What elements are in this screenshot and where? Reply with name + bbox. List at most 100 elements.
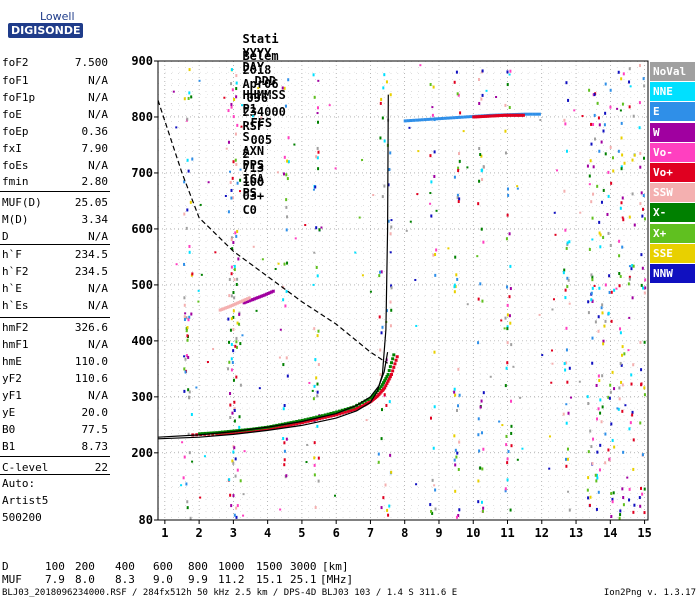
param-row: fxI 7.90: [2, 143, 108, 156]
x-trace-point: [295, 419, 299, 423]
echo-dot: [312, 283, 315, 286]
echo-dot: [579, 211, 582, 214]
echo-dot: [596, 450, 599, 454]
echo-dot: [507, 450, 510, 454]
spread-trace-pink-point: [247, 296, 251, 300]
logo-digisonde: DIGISONDE: [8, 23, 84, 38]
x-trace-point: [203, 431, 207, 435]
footer-version: Ion2Png v. 1.3.17: [603, 588, 696, 598]
echo-dot: [591, 238, 594, 241]
echo-dot: [199, 203, 202, 206]
echo-dot: [591, 278, 594, 282]
echo-dot: [416, 193, 419, 196]
echo-dot: [186, 326, 189, 330]
o-trace-point: [390, 372, 394, 376]
echo-dot: [232, 328, 235, 332]
echo-dot: [453, 387, 456, 391]
echo-dot: [283, 155, 286, 159]
echo-dot: [620, 77, 623, 81]
echo-dot: [638, 64, 641, 68]
param-row: h`Es N/A: [2, 300, 108, 313]
echo-dot: [512, 365, 515, 368]
auto-program: Artist5: [2, 494, 49, 507]
echo-dot: [594, 320, 597, 324]
echo-dot: [453, 80, 456, 84]
spread-trace-pink-point: [244, 297, 248, 301]
echo-dot: [429, 192, 432, 195]
echo-dot: [455, 273, 458, 277]
x-tick-label: 14: [603, 526, 617, 540]
echo-dot: [230, 82, 233, 86]
echo-dot: [589, 495, 592, 499]
high-echo-red-point: [479, 115, 483, 119]
echo-dot: [379, 101, 382, 105]
param-name: D: [2, 230, 9, 243]
x-trace-point: [388, 365, 392, 369]
echo-dot: [190, 412, 193, 416]
echo-dot: [550, 381, 553, 384]
echo-dot: [187, 355, 190, 359]
echo-dot: [598, 468, 601, 472]
echo-dot: [183, 367, 186, 371]
high-echo-trace-point: [529, 112, 533, 116]
echo-dot: [632, 467, 635, 471]
echo-dot: [620, 363, 623, 367]
echo-dot: [568, 240, 571, 244]
echo-dot: [214, 251, 217, 254]
echo-dot: [191, 157, 194, 161]
footer-muf-label: MUF: [2, 573, 22, 586]
echo-dot: [621, 409, 624, 413]
echo-dot: [260, 116, 263, 119]
high-echo-trace-point: [466, 115, 470, 119]
echo-dot: [597, 315, 600, 319]
x-trace-point: [209, 431, 213, 435]
echo-dot: [629, 85, 632, 88]
spread-trace-magenta-point: [256, 296, 260, 300]
echo-dot: [317, 479, 320, 483]
echo-dot: [313, 463, 316, 467]
echo-dot: [628, 316, 631, 319]
o-trace-point: [359, 405, 363, 409]
x-trace-point: [315, 415, 319, 419]
high-echo-trace-point: [523, 112, 527, 116]
echo-dot: [619, 274, 622, 278]
echo-dot: [591, 216, 594, 220]
echo-dot: [238, 322, 241, 326]
echo-dot: [504, 316, 507, 320]
echo-dot: [316, 106, 319, 110]
echo-dot: [593, 113, 596, 117]
spread-trace-magenta-point: [254, 296, 258, 300]
echo-dot: [606, 212, 609, 216]
echo-dot: [294, 237, 297, 240]
x-tick-label: 11: [500, 526, 514, 540]
echo-dot: [564, 457, 567, 461]
legend-item: SSW: [650, 183, 695, 203]
echo-dot: [230, 294, 233, 298]
echo-dot: [567, 490, 570, 493]
spread-trace-magenta-point: [258, 295, 262, 299]
echo-dot: [315, 376, 318, 380]
header-value-ps: C0: [242, 203, 257, 217]
header-label-p1: P1: [242, 102, 257, 116]
echo-dot: [230, 196, 233, 200]
high-echo-trace-point: [420, 118, 424, 122]
echo-dot: [566, 242, 569, 246]
echo-dot: [233, 400, 236, 404]
echo-dot: [279, 508, 282, 511]
echo-dot: [433, 350, 436, 354]
spread-trace-magenta-point: [264, 292, 268, 296]
spread-trace-magenta-point: [252, 297, 256, 301]
high-echo-red-point: [475, 115, 479, 119]
echo-dot: [591, 299, 594, 303]
echo-dot: [551, 362, 554, 365]
x-tick-label: 5: [298, 526, 305, 540]
echo-dot: [230, 238, 233, 242]
echo-dot: [640, 283, 643, 287]
o-trace-point: [289, 423, 293, 427]
echo-dot: [455, 455, 458, 459]
echo-dot: [429, 503, 432, 507]
echo-dot: [316, 390, 319, 394]
echo-dot: [476, 255, 479, 258]
echo-dot: [233, 296, 236, 300]
echo-dot: [578, 380, 581, 383]
